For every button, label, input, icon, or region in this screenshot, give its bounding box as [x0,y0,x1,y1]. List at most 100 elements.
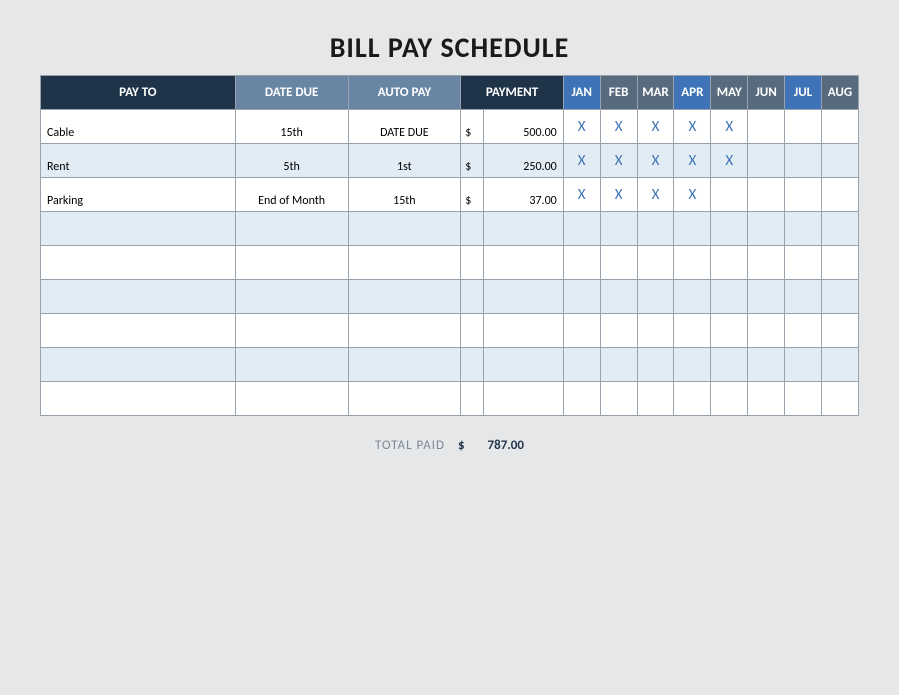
cell-due [235,246,348,280]
cell-payment-amount: 500.00 [483,110,563,144]
cell-month-mark: X [600,178,637,212]
cell-month-mark [785,280,822,314]
cell-payto [41,348,236,382]
cell-payment-symbol [461,314,484,348]
cell-autopay [348,212,461,246]
cell-month-mark [600,246,637,280]
cell-month-mark [748,280,785,314]
cell-payment-amount [483,280,563,314]
cell-month-mark [637,382,674,416]
col-header-payto: PAY TO [41,76,236,110]
cell-month-mark [711,314,748,348]
cell-month-mark [563,246,600,280]
cell-payment-amount [483,348,563,382]
total-paid-footer: TOTAL PAID $ 787.00 [40,438,859,453]
cell-payment-symbol [461,280,484,314]
table-row [41,246,859,280]
cell-month-mark [674,246,711,280]
cell-month-mark: X [637,110,674,144]
cell-month-mark [748,382,785,416]
cell-month-mark [563,280,600,314]
cell-month-mark [785,382,822,416]
table-row: Cable15thDATE DUE$500.00XXXXX [41,110,859,144]
cell-month-mark [821,212,858,246]
bill-table: PAY TO DATE DUE AUTO PAY PAYMENT JAN FEB… [40,75,859,416]
cell-payto [41,314,236,348]
cell-due: 5th [235,144,348,178]
cell-month-mark [600,212,637,246]
cell-month-mark [674,382,711,416]
cell-autopay: 15th [348,178,461,212]
cell-month-mark [785,246,822,280]
cell-month-mark: X [637,178,674,212]
cell-month-mark [563,212,600,246]
cell-month-mark: X [674,110,711,144]
cell-payment-symbol [461,348,484,382]
cell-month-mark [821,246,858,280]
cell-month-mark: X [674,144,711,178]
cell-month-mark: X [563,178,600,212]
cell-payment-amount [483,382,563,416]
cell-month-mark [821,178,858,212]
col-header-month: MAY [711,76,748,110]
cell-month-mark [600,348,637,382]
cell-due [235,382,348,416]
cell-month-mark [821,314,858,348]
cell-month-mark [748,348,785,382]
col-header-month: JUN [748,76,785,110]
cell-month-mark: X [637,144,674,178]
cell-payment-symbol [461,382,484,416]
total-paid-symbol: $ [454,438,465,453]
cell-month-mark [637,280,674,314]
col-header-month: APR [674,76,711,110]
cell-month-mark [748,314,785,348]
cell-month-mark [711,212,748,246]
total-paid-label: TOTAL PAID [375,438,445,453]
cell-autopay: 1st [348,144,461,178]
cell-month-mark [821,280,858,314]
col-header-month: FEB [600,76,637,110]
cell-autopay [348,280,461,314]
cell-autopay [348,348,461,382]
table-row [41,382,859,416]
table-row: ParkingEnd of Month15th$37.00XXXX [41,178,859,212]
cell-payment-amount [483,246,563,280]
table-row [41,314,859,348]
cell-month-mark [637,314,674,348]
cell-month-mark [674,314,711,348]
cell-month-mark: X [711,144,748,178]
cell-month-mark [563,314,600,348]
cell-payto [41,246,236,280]
cell-month-mark [785,178,822,212]
table-row [41,348,859,382]
cell-month-mark [748,246,785,280]
cell-month-mark [821,348,858,382]
cell-month-mark [748,178,785,212]
col-header-month: MAR [637,76,674,110]
cell-due: 15th [235,110,348,144]
cell-payto: Cable [41,110,236,144]
cell-month-mark [785,348,822,382]
cell-month-mark [748,212,785,246]
cell-month-mark [821,110,858,144]
cell-month-mark [600,314,637,348]
cell-month-mark [711,178,748,212]
cell-month-mark [600,280,637,314]
cell-month-mark: X [563,110,600,144]
cell-month-mark: X [711,110,748,144]
cell-month-mark [600,382,637,416]
col-header-payment: PAYMENT [461,76,564,110]
cell-payment-amount [483,314,563,348]
cell-due [235,348,348,382]
cell-payment-symbol [461,246,484,280]
table-row: Rent5th1st$250.00XXXXX [41,144,859,178]
cell-month-mark [711,246,748,280]
cell-month-mark [748,110,785,144]
cell-month-mark: X [674,178,711,212]
cell-payment-symbol: $ [461,144,484,178]
total-paid-amount: 787.00 [488,438,524,453]
cell-autopay [348,314,461,348]
cell-due [235,280,348,314]
cell-month-mark [711,348,748,382]
cell-month-mark [637,348,674,382]
